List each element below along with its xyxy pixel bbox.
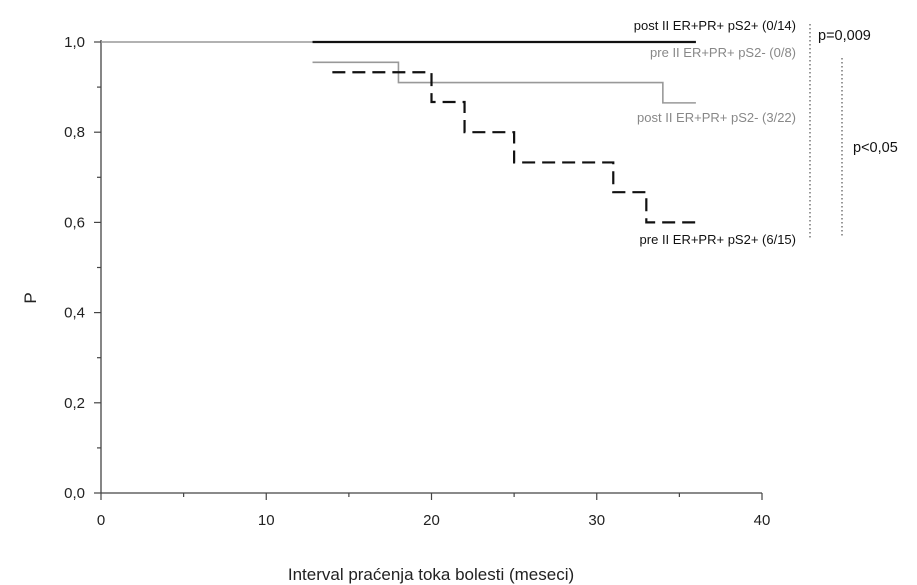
y-tick-label: 0,8 [64,124,85,141]
pvalue-label-1: p=0,009 [818,28,871,44]
series-line-3 [332,71,696,224]
y-axis-label: P [21,292,40,303]
y-tick-label: 0,2 [64,395,85,412]
y-tick-label: 0,6 [64,214,85,231]
series-layer [101,40,696,224]
y-tick-label: 1,0 [64,34,85,51]
y-tick-label: 0,0 [64,485,85,502]
series-line-2 [312,61,696,104]
x-tick-label: 10 [258,512,275,529]
series-label-post-pS2-neg: post II ER+PR+ pS2- (3/22) [637,110,796,125]
series-label-pre-pS2-pos: pre II ER+PR+ pS2+ (6/15) [640,232,796,247]
x-tick-label: 40 [754,512,771,529]
x-axis-label: Interval praćenja toka bolesti (meseci) [288,565,574,584]
pvalue-label-2: p<0,05 [853,140,898,156]
axes: 0 10 20 30 40 0,0 0,2 0,4 0,6 0,8 1,0 [64,34,770,529]
x-tick-label: 0 [97,512,105,529]
x-tick-label: 20 [423,512,440,529]
y-tick-label: 0,4 [64,305,85,322]
series-label-pre-pS2-neg: pre II ER+PR+ pS2- (0/8) [650,45,796,60]
x-tick-label: 30 [588,512,605,529]
labels-layer: post II ER+PR+ pS2+ (0/14) pre II ER+PR+… [634,18,898,247]
series-label-post-pS2-pos: post II ER+PR+ pS2+ (0/14) [634,18,796,33]
